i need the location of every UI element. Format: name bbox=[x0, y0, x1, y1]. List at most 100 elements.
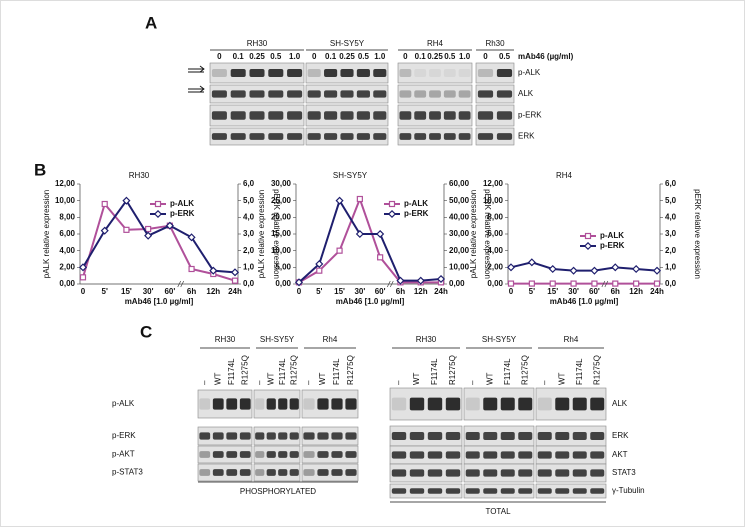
cell-line: Rh4 bbox=[564, 335, 579, 344]
caption: TOTAL bbox=[485, 507, 511, 516]
marker bbox=[294, 278, 304, 287]
blot-band bbox=[226, 398, 238, 410]
x-tick-label: 60' bbox=[375, 287, 386, 296]
y-tick-label: 12,00 bbox=[483, 179, 504, 188]
blot-band bbox=[518, 397, 533, 411]
blot-band bbox=[555, 432, 570, 440]
blot-band bbox=[211, 90, 227, 98]
lane-label: WT bbox=[318, 372, 327, 385]
blot-row-label: γ-Tubulin bbox=[612, 486, 645, 495]
blot-band bbox=[445, 488, 461, 494]
dose: 0.25 bbox=[249, 52, 265, 61]
blot-band bbox=[373, 133, 387, 140]
blot-strip bbox=[475, 62, 515, 84]
y-tick-label: 10,00 bbox=[55, 196, 76, 205]
blot-band bbox=[230, 133, 246, 140]
x-tick-label: 0 bbox=[509, 287, 514, 296]
dose: 0 bbox=[483, 52, 488, 61]
x-tick-label: 0 bbox=[81, 287, 86, 296]
blot-band bbox=[572, 397, 587, 411]
blot-band bbox=[465, 397, 480, 411]
blot-band bbox=[373, 69, 387, 77]
blot-band bbox=[590, 432, 605, 440]
y-tick-label: 0,00 bbox=[487, 279, 503, 288]
blot-band bbox=[239, 451, 251, 458]
marker bbox=[590, 266, 599, 275]
blot-band bbox=[268, 111, 284, 120]
marker bbox=[632, 264, 641, 274]
blot-band bbox=[399, 133, 412, 140]
marker bbox=[416, 276, 425, 285]
blot-band bbox=[429, 111, 441, 120]
legend-label: p-ALK bbox=[600, 231, 624, 240]
blot-band bbox=[249, 111, 265, 120]
legend-label: p-ERK bbox=[600, 241, 625, 250]
dose: 1.0 bbox=[459, 52, 471, 61]
marker bbox=[633, 280, 640, 287]
blot-band bbox=[303, 469, 315, 476]
blot-band bbox=[537, 469, 552, 477]
marker bbox=[528, 280, 535, 287]
blot-band bbox=[590, 451, 605, 459]
blot-band bbox=[537, 432, 552, 440]
blot-band bbox=[303, 432, 315, 440]
blot-band bbox=[230, 69, 246, 77]
blot-band bbox=[287, 111, 303, 120]
blot-band bbox=[500, 432, 515, 440]
x-tick-label: 60' bbox=[164, 287, 175, 296]
x-tick-label: 24h bbox=[228, 287, 242, 296]
y2-tick-label: 60,00 bbox=[449, 179, 470, 188]
blot-row-label: ERK bbox=[518, 132, 535, 141]
lane-label: WT bbox=[412, 372, 421, 385]
blot-strip bbox=[475, 104, 515, 127]
blot-band bbox=[331, 451, 343, 458]
cell-line: Rh4 bbox=[323, 335, 338, 344]
blot-band bbox=[429, 69, 441, 77]
marker bbox=[355, 229, 364, 239]
blot-band bbox=[391, 397, 407, 411]
blot-band bbox=[445, 451, 461, 459]
y-tick-label: 15,00 bbox=[271, 229, 292, 238]
y2-tick-label: 5,0 bbox=[243, 196, 255, 205]
legend-label: p-ERK bbox=[170, 209, 195, 218]
lane-label: WT bbox=[266, 372, 275, 385]
blot-band bbox=[278, 469, 288, 476]
y2-tick-label: 30,00 bbox=[449, 229, 470, 238]
blot-band bbox=[500, 469, 515, 477]
marker bbox=[653, 280, 661, 287]
lane-label: F1174L bbox=[227, 358, 236, 385]
blot-band bbox=[399, 90, 412, 98]
y-tick-label: 12,00 bbox=[55, 179, 76, 188]
x-tick-label: 12h bbox=[206, 287, 220, 296]
blot-band bbox=[427, 451, 443, 459]
legend-marker bbox=[153, 209, 163, 219]
blot-band bbox=[409, 488, 425, 494]
blot-band bbox=[465, 451, 480, 459]
dose: 0 bbox=[403, 52, 408, 61]
blot-band bbox=[331, 432, 343, 440]
blot-band bbox=[211, 69, 227, 77]
cell-line: SH-SY5Y bbox=[260, 335, 295, 344]
blot-row-label: ALK bbox=[612, 399, 628, 408]
lane-label: R1275Q bbox=[448, 355, 457, 385]
blot-band bbox=[518, 451, 533, 459]
lane-label: – bbox=[540, 380, 549, 385]
blot-band bbox=[500, 488, 515, 494]
blot-strip bbox=[197, 426, 253, 446]
blot-band bbox=[317, 469, 329, 476]
blot-band bbox=[317, 451, 329, 458]
marker bbox=[549, 280, 556, 287]
blot-band bbox=[211, 133, 227, 140]
blot-band bbox=[496, 90, 513, 98]
blot-band bbox=[399, 69, 412, 77]
blot-band bbox=[458, 69, 471, 77]
x-axis-label: mAb46 [1.0 µg/ml] bbox=[550, 297, 619, 306]
blot-band bbox=[345, 432, 357, 440]
y2-tick-label: 4,0 bbox=[243, 212, 255, 221]
blot-band bbox=[324, 69, 338, 77]
marker bbox=[100, 226, 109, 235]
blot-band bbox=[324, 133, 338, 140]
blot-band bbox=[518, 432, 533, 440]
blot-band bbox=[537, 451, 552, 459]
